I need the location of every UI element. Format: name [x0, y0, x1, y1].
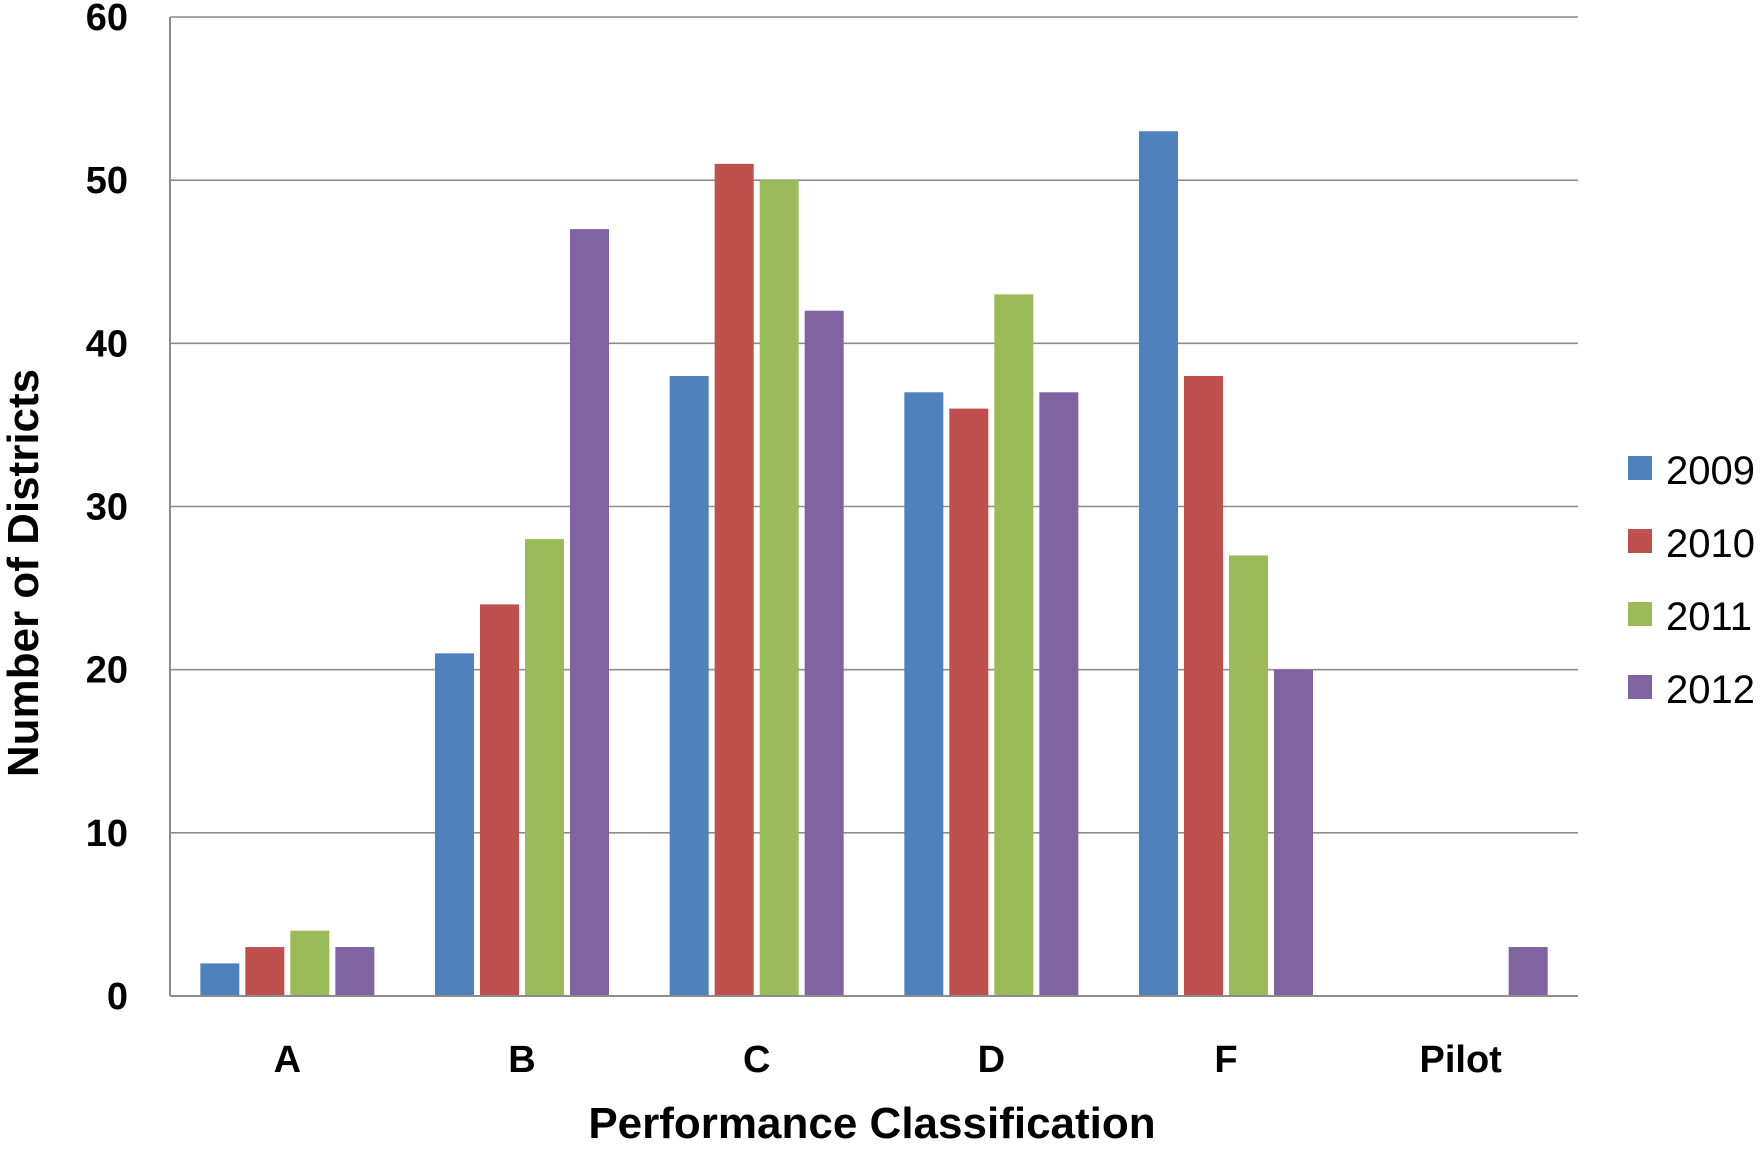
x-tick-labels: A B C D F Pilot	[274, 1039, 1503, 1081]
legend-swatch-2012	[1628, 675, 1652, 699]
bar-b-2011	[525, 539, 564, 996]
x-tick-label: B	[508, 1039, 535, 1081]
x-tick-label: C	[743, 1039, 770, 1081]
bar-f-2010	[1184, 375, 1223, 996]
bar-d-2011	[994, 294, 1034, 997]
legend-label: 2011	[1666, 595, 1752, 639]
x-tick-label: F	[1214, 1039, 1237, 1081]
x-tick-label: Pilot	[1420, 1039, 1503, 1081]
bar-pilot-2012	[1508, 947, 1548, 996]
x-axis-title: Performance Classification	[588, 1099, 1155, 1148]
bar-f-2012	[1274, 669, 1313, 996]
y-tick-label: 10	[86, 813, 128, 855]
y-tick-label: 30	[86, 487, 128, 529]
bar-a-2012	[335, 947, 375, 996]
y-axis-title: Number of Districts	[0, 369, 48, 777]
legend-swatch-2010	[1628, 529, 1652, 553]
bar-b-2012	[570, 229, 609, 996]
y-tick-labels: 0 10 20 30 40 50 60	[86, 0, 128, 1018]
bar-d-2010	[949, 408, 989, 997]
bar-b-2010	[480, 604, 519, 996]
bars	[200, 131, 1548, 997]
bar-c-2012	[804, 310, 844, 996]
axes	[169, 17, 1578, 997]
y-tick-label: 50	[86, 160, 128, 202]
bar-c-2011	[759, 180, 799, 996]
legend-label: 2010	[1666, 522, 1755, 566]
x-tick-label: A	[274, 1039, 301, 1081]
bar-a-2011	[290, 930, 330, 996]
bar-b-2009	[435, 653, 474, 996]
bar-a-2009	[200, 963, 240, 996]
bar-c-2009	[669, 375, 709, 996]
bar-d-2012	[1039, 392, 1079, 996]
bar-c-2010	[714, 163, 754, 997]
y-tick-label: 60	[86, 0, 128, 39]
bar-f-2009	[1139, 131, 1178, 996]
legend-label: 2009	[1666, 449, 1755, 493]
x-tick-label: D	[978, 1039, 1005, 1081]
legend: 2009 2010 2011 2012	[1628, 449, 1755, 712]
legend-swatch-2009	[1628, 456, 1652, 480]
y-tick-label: 20	[86, 650, 128, 692]
y-tick-label: 0	[107, 976, 128, 1018]
legend-label: 2012	[1666, 668, 1755, 712]
bar-f-2011	[1229, 555, 1268, 996]
y-tick-label: 40	[86, 323, 128, 365]
gridlines	[170, 16, 1578, 997]
legend-swatch-2011	[1628, 602, 1652, 626]
bar-a-2010	[245, 947, 285, 996]
bar-d-2009	[904, 392, 944, 996]
